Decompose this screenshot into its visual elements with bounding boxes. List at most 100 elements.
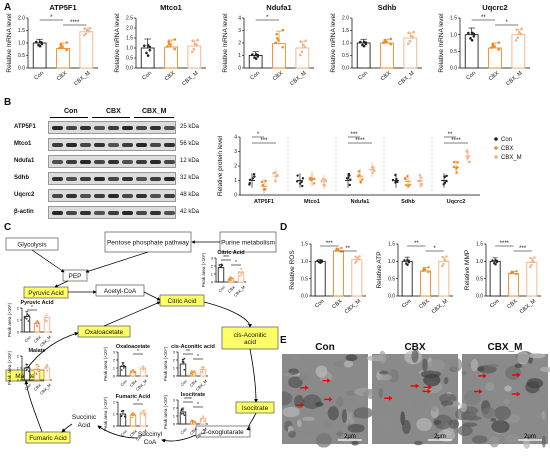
wb-band: [150, 211, 161, 215]
significance-label: **: [414, 241, 419, 247]
data-point: [491, 259, 494, 262]
em-texture: [378, 388, 383, 399]
em-texture: [288, 430, 297, 438]
data-point: [38, 365, 40, 367]
x-tick-label: Con: [179, 426, 188, 435]
mini-chart-c_citric: Citric Acid Peak area (×10⁶) 0 1 2 3 Con CBXCBX…: [201, 250, 246, 298]
node-succinic-2: Acid: [78, 422, 91, 429]
data-point: [253, 175, 256, 178]
data-point: [191, 371, 194, 374]
data-point: [252, 173, 256, 176]
y-tick-label: 0: [17, 378, 20, 383]
chart-title: Citric Acid: [217, 250, 244, 256]
data-point: [194, 42, 197, 45]
y-tick-label: 4: [234, 135, 237, 141]
data-point: [361, 178, 364, 181]
data-point: [391, 178, 395, 182]
data-point: [123, 367, 125, 369]
pathway-arrow: [143, 291, 161, 301]
data-point: [25, 315, 27, 318]
data-point: [28, 314, 30, 316]
data-point: [146, 44, 150, 47]
data-point: [427, 266, 430, 269]
y-tick-label: 0.5: [301, 276, 308, 282]
data-point: [408, 183, 411, 186]
significance-label: ****: [355, 138, 365, 144]
wb-group-cbx-m: CBX_M: [142, 108, 167, 115]
wb-band: [52, 126, 63, 130]
data-point: [372, 169, 376, 172]
node-isocitrate-label: Isocitrate: [242, 405, 269, 412]
wb-band: [122, 211, 133, 215]
data-point: [182, 408, 184, 411]
significance-label: *: [197, 402, 199, 408]
bar: [79, 31, 94, 69]
em-texture: [302, 416, 315, 422]
em-texture: [378, 350, 386, 364]
wb-row-label: ATP5F1: [14, 124, 36, 130]
em-texture: [379, 374, 392, 381]
data-point: [196, 38, 200, 42]
node-pyruvic-label: Pyruvic Acid: [28, 290, 64, 297]
node-pep: [62, 269, 88, 282]
wb-band: [150, 194, 161, 198]
data-point: [466, 31, 470, 35]
x-tick-label: CBX: [33, 334, 43, 344]
data-point: [494, 259, 497, 262]
data-point: [321, 177, 325, 181]
data-point: [61, 45, 64, 49]
data-point: [518, 30, 521, 34]
data-point: [143, 413, 145, 416]
data-point: [193, 370, 196, 372]
y-axis-label: Relative ROS: [289, 250, 296, 290]
data-point: [410, 34, 413, 37]
data-point: [418, 174, 422, 177]
y-tick-label: 0.5: [450, 49, 457, 55]
cycle-arc: [246, 412, 257, 431]
chart-title: Fumaric Acid: [116, 394, 151, 400]
data-point: [191, 373, 194, 376]
em-texture: [378, 370, 389, 375]
data-point: [420, 176, 423, 179]
x-tick-label: CBX: [189, 426, 199, 436]
wb-band: [66, 143, 77, 147]
bar: [333, 250, 344, 297]
wb-band: [122, 194, 133, 198]
data-point: [35, 321, 37, 324]
pathway-arrow: [31, 249, 65, 273]
data-point: [443, 175, 446, 179]
data-point: [445, 179, 448, 183]
y-tick-label: 2: [238, 41, 241, 47]
data-point: [469, 37, 472, 40]
x-tick-label: CBX_M: [431, 298, 450, 315]
x-tick-label: CBX_M: [233, 284, 246, 297]
data-point: [238, 270, 241, 273]
wb-row-label: Ndufa1: [14, 158, 35, 164]
y-tick-label: 1: [173, 366, 176, 371]
data-point: [192, 370, 194, 373]
data-point: [218, 264, 221, 266]
data-point: [295, 180, 299, 183]
y-tick-label: 0.5: [388, 276, 395, 282]
y-tick-label: 2.0: [126, 26, 133, 32]
data-point: [200, 418, 202, 420]
data-point: [318, 261, 321, 264]
data-point: [231, 277, 234, 280]
data-point: [130, 413, 133, 416]
data-point: [230, 279, 232, 281]
data-point: [120, 415, 123, 418]
data-point: [192, 421, 194, 424]
cycle-arc: [203, 301, 252, 328]
data-point: [201, 371, 203, 373]
legend-marker: [494, 146, 498, 150]
data-point: [27, 320, 30, 322]
node-purine-label: Purine metabolism: [221, 239, 275, 246]
wb-kda-label: 32 kDa: [180, 175, 200, 181]
wb-band: [52, 160, 63, 164]
em-texture: [362, 388, 383, 400]
significance-label: *: [197, 354, 199, 360]
em-texture: [528, 352, 546, 359]
